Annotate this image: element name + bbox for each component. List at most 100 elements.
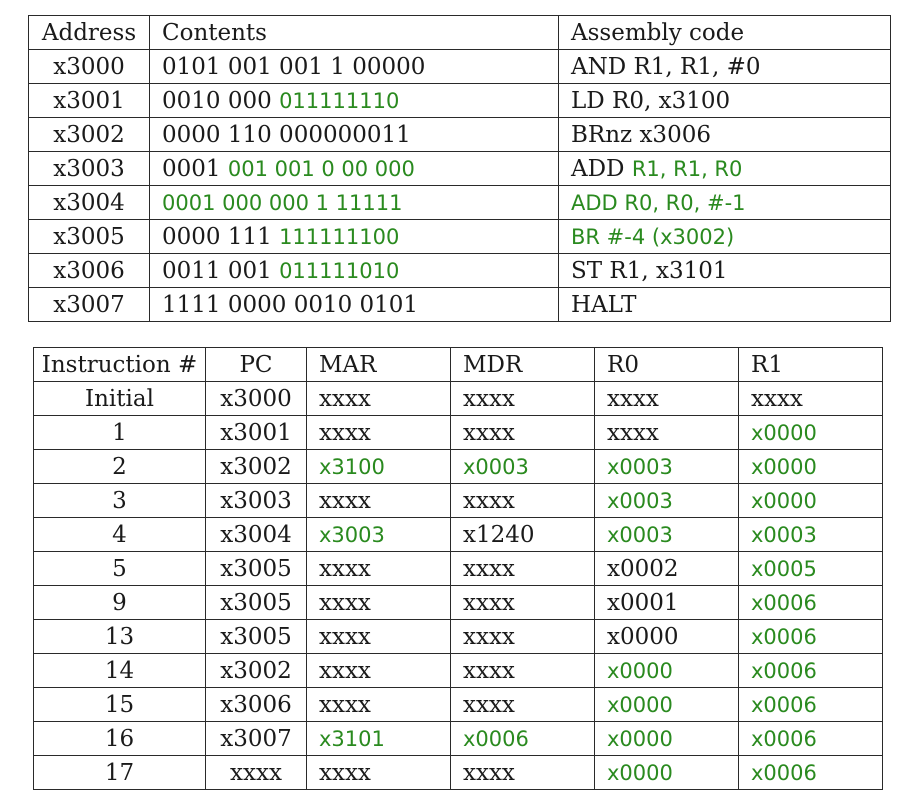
- assembly-cell: LD R0, x3100: [558, 83, 891, 118]
- instruction-number-cell: 4: [33, 517, 206, 552]
- r0-value-handwritten: x0003: [607, 454, 673, 479]
- r0-value-handwritten: x0003: [607, 488, 673, 513]
- assembly-text-handwritten: R1, R1, R0: [631, 156, 743, 181]
- mar-value: xxxx: [319, 623, 371, 650]
- r0-cell: x0000: [594, 687, 739, 722]
- mar-cell: xxxx: [306, 619, 451, 654]
- assembly-text-printed: AND R1, R1, #0: [571, 53, 761, 80]
- contents-cell: 0101 001 001 1 00000: [149, 49, 559, 84]
- assembly-text-printed: LD R0, x3100: [571, 87, 731, 114]
- pc-cell: x3005: [205, 619, 307, 654]
- mdr-cell: x1240: [450, 517, 595, 552]
- program-row: x3005 0000 111 111111100 BR #-4 (x3002): [28, 219, 891, 254]
- instruction-number-cell: 15: [33, 687, 206, 722]
- r1-cell: x0006: [738, 755, 883, 790]
- instruction-number-value: 2: [112, 453, 127, 480]
- pc-value: x3005: [220, 555, 292, 582]
- contents-cell: 0001 000 000 1 11111: [149, 185, 559, 220]
- program-row: x3002 0000 110 000000011 BRnz x3006: [28, 117, 891, 152]
- r1-value-handwritten: x0000: [751, 454, 817, 479]
- contents-text-handwritten: 001 001 0 00 000: [227, 156, 415, 181]
- assembly-text-printed: ADD: [571, 155, 632, 182]
- r0-cell: xxxx: [594, 415, 739, 450]
- trace-row: Initial x3000 xxxx xxxx xxxx xxxx: [33, 381, 883, 416]
- pc-value: x3005: [220, 623, 292, 650]
- instruction-number-value: 5: [112, 555, 127, 582]
- instruction-number-value: Initial: [85, 385, 154, 412]
- mdr-value: xxxx: [463, 657, 515, 684]
- contents-text-printed: 0010 000: [162, 87, 280, 114]
- contents-cell: 1111 0000 0010 0101: [149, 287, 559, 322]
- r0-cell: x0000: [594, 721, 739, 756]
- r1-value-handwritten: x0000: [751, 488, 817, 513]
- trace-row: 9 x3005 xxxx xxxx x0001 x0006: [33, 585, 883, 620]
- mar-value-handwritten: x3100: [319, 454, 385, 479]
- r0-cell: x0000: [594, 619, 739, 654]
- pc-cell: x3001: [205, 415, 307, 450]
- instruction-number-value: 9: [112, 589, 127, 616]
- r0-value: xxxx: [607, 419, 659, 446]
- instruction-number-value: 4: [112, 521, 127, 548]
- mar-value: xxxx: [319, 385, 371, 412]
- r0-value-handwritten: x0003: [607, 522, 673, 547]
- contents-text-handwritten: 011111110: [279, 88, 400, 113]
- assembly-text-printed: HALT: [571, 291, 637, 318]
- instruction-number-value: 1: [112, 419, 127, 446]
- assembly-text-handwritten: ADD R0, R0, #-1: [571, 190, 746, 215]
- trace-row: 17 xxxx xxxx xxxx x0000 x0006: [33, 755, 883, 790]
- instruction-number-cell: 17: [33, 755, 206, 790]
- assembly-text-handwritten: BR #-4 (x3002): [571, 224, 735, 249]
- instruction-number-value: 15: [104, 691, 135, 718]
- r1-value: xxxx: [751, 385, 803, 412]
- mar-cell: x3101: [306, 721, 451, 756]
- mdr-cell: x0006: [450, 721, 595, 756]
- assembly-text-printed: BRnz x3006: [571, 121, 711, 148]
- program-row: x3007 1111 0000 0010 0101 HALT: [28, 287, 891, 322]
- instruction-number-cell: 9: [33, 585, 206, 620]
- mdr-value: xxxx: [463, 555, 515, 582]
- mdr-value: xxxx: [463, 419, 515, 446]
- header-pc: PC: [205, 347, 307, 382]
- contents-text-printed: 0011 001: [162, 257, 280, 284]
- pc-value: x3001: [220, 419, 292, 446]
- address-cell: x3003: [28, 151, 150, 186]
- mdr-cell: x0003: [450, 449, 595, 484]
- instruction-number-cell: 14: [33, 653, 206, 688]
- pc-value: x3003: [220, 487, 292, 514]
- mar-cell: xxxx: [306, 653, 451, 688]
- contents-cell: 0001 001 001 0 00 000: [149, 151, 559, 186]
- mar-cell: xxxx: [306, 483, 451, 518]
- header-address: Address: [28, 15, 150, 50]
- pc-value: x3006: [220, 691, 292, 718]
- mdr-value: x1240: [463, 521, 535, 548]
- r0-value: xxxx: [607, 385, 659, 412]
- instruction-number-cell: 2: [33, 449, 206, 484]
- r0-value: x0000: [607, 623, 679, 650]
- trace-table-body: Instruction # PC MAR MDR R0 R1 Initial x3…: [33, 347, 883, 790]
- trace-row: 5 x3005 xxxx xxxx x0002 x0005: [33, 551, 883, 586]
- pc-cell: x3000: [205, 381, 307, 416]
- r0-cell: x0003: [594, 483, 739, 518]
- header-mar: MAR: [306, 347, 451, 382]
- r1-cell: x0006: [738, 653, 883, 688]
- r0-cell: xxxx: [594, 381, 739, 416]
- mdr-value: xxxx: [463, 589, 515, 616]
- mar-value: xxxx: [319, 589, 371, 616]
- mdr-value-handwritten: x0003: [463, 454, 529, 479]
- program-row: x3006 0011 001 011111010 ST R1, x3101: [28, 253, 891, 288]
- address-cell: x3000: [28, 49, 150, 84]
- program-table: Address Contents Assembly code x3000 0101…: [28, 15, 891, 322]
- trace-row: 16 x3007 x3101 x0006 x0000 x0006: [33, 721, 883, 756]
- contents-text-printed: 0000 110 000000011: [162, 121, 411, 148]
- contents-text-handwritten: 111111100: [279, 224, 400, 249]
- mar-value: xxxx: [319, 487, 371, 514]
- r1-cell: x0000: [738, 415, 883, 450]
- mdr-cell: xxxx: [450, 551, 595, 586]
- r0-value-handwritten: x0000: [607, 658, 673, 683]
- mdr-value: xxxx: [463, 759, 515, 786]
- trace-header-row: Instruction # PC MAR MDR R0 R1: [33, 347, 883, 382]
- r0-value: x0001: [607, 589, 679, 616]
- pc-cell: x3006: [205, 687, 307, 722]
- mar-value-handwritten: x3003: [319, 522, 385, 547]
- contents-cell: 0011 001 011111010: [149, 253, 559, 288]
